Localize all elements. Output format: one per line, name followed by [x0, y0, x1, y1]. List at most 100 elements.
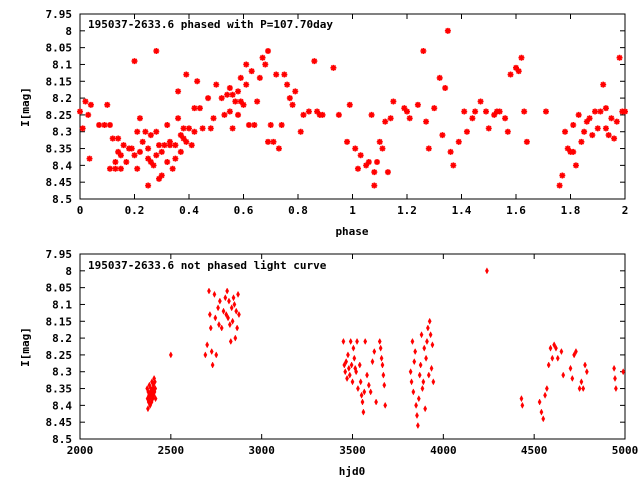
phased-data-point [191, 128, 198, 135]
phased-data-point [592, 108, 599, 115]
phased-data-point [575, 111, 582, 118]
unphased-data-point [234, 307, 239, 315]
unphased-x-tick-label: 3500 [339, 444, 366, 457]
unphased-data-point [360, 398, 365, 406]
phased-data-point [131, 58, 138, 65]
phased-data-point [213, 81, 220, 88]
phased-data-point [589, 132, 596, 139]
unphased-data-point [561, 371, 566, 379]
phased-data-point [289, 101, 296, 108]
unphased-data-point [346, 351, 350, 359]
unphased-chart-title: 195037-2633.6 not phased light curve [88, 259, 327, 272]
unphased-data-point [410, 337, 415, 345]
phased-data-point [158, 148, 165, 155]
phased-data-point [436, 74, 443, 81]
unphased-x-axis-label: hjd0 [339, 465, 366, 478]
phased-data-point [232, 98, 239, 105]
phased-data-point [139, 138, 146, 145]
phased-data-point [602, 125, 609, 132]
phased-data-point [363, 162, 370, 169]
phased-data-point [210, 115, 217, 122]
phased-data-point [469, 115, 476, 122]
unphased-data-point [424, 354, 428, 362]
phased-x-tick-label: 0 [77, 204, 84, 217]
unphased-data-point [408, 368, 413, 376]
phased-data-point [605, 132, 612, 139]
phased-data-point [199, 125, 206, 132]
phased-data-point [117, 165, 124, 172]
phased-data-point [194, 78, 201, 85]
phased-y-tick-label: 7.95 [46, 8, 73, 21]
phased-data-point [183, 138, 190, 145]
phased-data-point [161, 142, 168, 149]
phased-data-point [180, 125, 187, 132]
unphased-data-point [520, 401, 525, 409]
phased-data-point [515, 68, 522, 75]
unphased-x-tick-label: 4500 [521, 444, 548, 457]
unphased-data-point [230, 317, 235, 325]
unphased-y-tick-label: 8.05 [46, 282, 73, 295]
phased-x-tick-label: 1.8 [561, 204, 581, 217]
phased-data-point [153, 48, 160, 54]
phased-data-point [330, 64, 337, 71]
unphased-data-point [168, 351, 173, 359]
unphased-chart: 2000 2500 3000 3500 4000 4500 5000 7.95 8 8.05 8.… [19, 248, 638, 478]
unphased-data-point [537, 398, 542, 406]
phased-data-point [597, 108, 604, 115]
phased-data-point [164, 159, 171, 165]
phased-x-tick-label: 1 [349, 204, 356, 217]
phased-data-point [278, 122, 285, 128]
phased-data-point [504, 128, 511, 135]
phased-data-point [496, 108, 503, 115]
unphased-data-point [358, 378, 363, 386]
phased-data-point [142, 128, 149, 135]
phased-data-point [542, 108, 549, 115]
unphased-data-point [428, 331, 433, 339]
phased-data-point [344, 138, 351, 145]
phased-data-point [237, 98, 244, 105]
phased-x-axis-label: phase [335, 225, 368, 238]
unphased-data-point [426, 324, 430, 332]
unphased-x-tick-label: 5000 [612, 444, 639, 457]
unphased-data-point [568, 364, 573, 372]
unphased-data-point [344, 358, 349, 366]
unphased-data-point [205, 341, 210, 349]
unphased-data-point [612, 364, 616, 372]
unphased-y-ticks: 7.95 8 8.05 8.1 8.15 8.2 8.25 8.3 8.35 8.4 8.45 8.5 [46, 248, 625, 446]
phased-data-point [134, 165, 141, 172]
unphased-data-point [349, 361, 354, 369]
unphased-data-point [351, 344, 356, 352]
phased-data-point [472, 108, 479, 115]
unphased-data-point [346, 364, 351, 372]
unphased-data-point [210, 361, 215, 369]
phased-data-point [82, 98, 89, 105]
phased-data-point [423, 118, 430, 125]
phased-data-point [153, 128, 160, 135]
phased-y-tick-label: 8.5 [52, 193, 72, 206]
unphased-data-point [224, 311, 229, 319]
unphased-data-point [419, 331, 424, 339]
unphased-data-point [584, 368, 589, 376]
phased-data-point [281, 71, 288, 78]
phased-data-point [374, 159, 381, 165]
unphased-data-point [207, 287, 211, 295]
phased-data-point [256, 74, 263, 81]
phased-data-point [523, 138, 530, 145]
unphased-data-point [427, 317, 432, 325]
unphased-data-point [229, 304, 234, 312]
unphased-data-point [213, 314, 218, 322]
phased-data-point [136, 148, 143, 155]
phased-data-point [224, 91, 231, 98]
phased-data-point [112, 165, 119, 172]
unphased-x-tick-label: 2000 [67, 444, 94, 457]
phased-data-point [254, 98, 261, 105]
unphased-data-point [357, 361, 362, 369]
phased-y-ticks: 7.95 8 8.05 8.1 8.15 8.2 8.25 8.3 8.35 8.4 8.45 8.5 [46, 8, 625, 206]
phased-x-tick-label: 0.4 [179, 204, 199, 217]
phased-data-point [196, 105, 203, 112]
unphased-data-point [414, 401, 418, 409]
phased-data-point [175, 88, 182, 95]
phased-data-point [581, 128, 588, 135]
unphased-data-point [613, 374, 617, 382]
